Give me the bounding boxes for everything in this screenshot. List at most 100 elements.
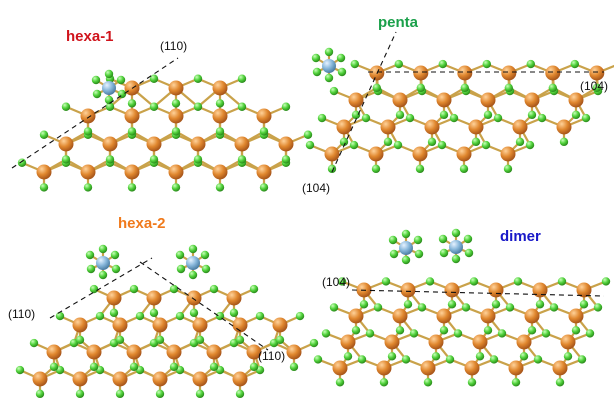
ligand-atom [461, 303, 471, 312]
ligand-atom [311, 53, 321, 63]
ligand-atom [29, 338, 39, 348]
metal-atom [472, 334, 488, 350]
ligand-atom [324, 73, 334, 83]
ligand-atom [413, 235, 423, 245]
metal-atom [413, 65, 429, 81]
ligand-atom [549, 303, 559, 312]
ligand-atom [464, 248, 474, 258]
metal-atom [58, 136, 74, 152]
ligand-atom [127, 99, 137, 108]
metal-atom [36, 164, 52, 180]
ligand-atom [483, 326, 493, 335]
metal-atom [72, 317, 88, 333]
ligand-atom [313, 355, 323, 364]
ligand-atom [83, 183, 93, 192]
ligand-atom [483, 110, 493, 120]
ligand-atom [515, 137, 525, 147]
ligand-atom [431, 352, 441, 361]
ligand-atom [295, 311, 305, 321]
ligand-atom [414, 249, 424, 259]
ligand-atom [115, 389, 125, 399]
ligand-atom [359, 300, 369, 309]
ligand-atom [115, 335, 125, 345]
metal-atom [545, 65, 561, 81]
ligand-atom [289, 362, 299, 372]
metal-atom [112, 371, 128, 387]
metal-atom [168, 108, 184, 124]
metal-atom [368, 146, 384, 162]
panel-dimer [313, 228, 611, 387]
ligand-atom [357, 355, 367, 364]
metal-atom [234, 136, 250, 152]
ligand-atom [439, 326, 449, 335]
ligand-atom [401, 255, 411, 265]
ligand-atom [149, 308, 159, 318]
ligand-atom [92, 89, 102, 99]
ligand-atom [570, 59, 579, 69]
ligand-atom [249, 362, 259, 372]
ligand-atom [491, 300, 501, 309]
ligand-atom [439, 110, 449, 120]
ligand-atom [537, 113, 547, 123]
metal-atom [524, 308, 540, 324]
ligand-atom [327, 164, 337, 174]
metal-atom [192, 317, 208, 333]
metal-atom [532, 282, 548, 298]
metal-atom [412, 146, 428, 162]
metal-atom [186, 290, 202, 306]
plane-label-dimer-104: (104) [322, 275, 350, 289]
guide-line-hexa2-110-left [49, 257, 153, 319]
metal-atom [256, 164, 272, 180]
ligand-atom [519, 352, 529, 361]
metal-atom [457, 65, 473, 81]
metal-atom [340, 334, 356, 350]
ligand-atom [403, 300, 413, 309]
panel-penta-atoms [305, 47, 605, 174]
ligand-atom [105, 102, 115, 111]
metal-atom [576, 282, 592, 298]
ligand-atom [281, 102, 291, 111]
ligand-atom [237, 74, 247, 83]
metal-atom [480, 92, 496, 108]
ligand-atom [324, 47, 334, 57]
ligand-atom [109, 308, 119, 318]
metal-atom [166, 344, 182, 360]
ligand-atom [83, 127, 93, 136]
ligand-atom [98, 244, 108, 254]
ligand-atom [171, 99, 181, 108]
ligand-atom [281, 155, 291, 164]
panel-hexa-2-bonds [19, 249, 315, 394]
ligand-atom [329, 86, 339, 96]
ligand-atom [592, 83, 601, 93]
metal-atom [152, 317, 168, 333]
ligand-atom [104, 95, 114, 105]
ligand-atom [581, 113, 591, 123]
ligand-atom [527, 326, 537, 335]
ligand-atom [249, 284, 259, 294]
guide-line-hexa2-110-right [139, 261, 269, 351]
metal-atom [556, 119, 572, 135]
metal-atom [516, 334, 532, 350]
metal-atom [72, 371, 88, 387]
ligand-atom [571, 110, 581, 120]
ligand-atom [193, 102, 203, 111]
panel-title-hexa-2: hexa-2 [118, 215, 166, 232]
metal-atom [392, 92, 408, 108]
metal-atom [456, 146, 472, 162]
ligand-atom [557, 277, 567, 286]
ligand-atom [110, 250, 120, 260]
guide-line-penta-104-diagonal [331, 31, 397, 173]
metal-atom [508, 360, 524, 376]
ligand-atom [373, 303, 383, 312]
ligand-atom [116, 75, 126, 85]
ligand-atom [535, 300, 545, 309]
ligand-atom [15, 365, 25, 375]
ligand-atom [389, 249, 399, 259]
ligand-atom [401, 229, 411, 239]
ligand-atom [237, 102, 247, 111]
ligand-atom [321, 329, 331, 338]
ligand-atom [541, 329, 551, 338]
ligand-atom [193, 74, 203, 83]
metal-atom [256, 108, 272, 124]
metal-atom [168, 80, 184, 96]
